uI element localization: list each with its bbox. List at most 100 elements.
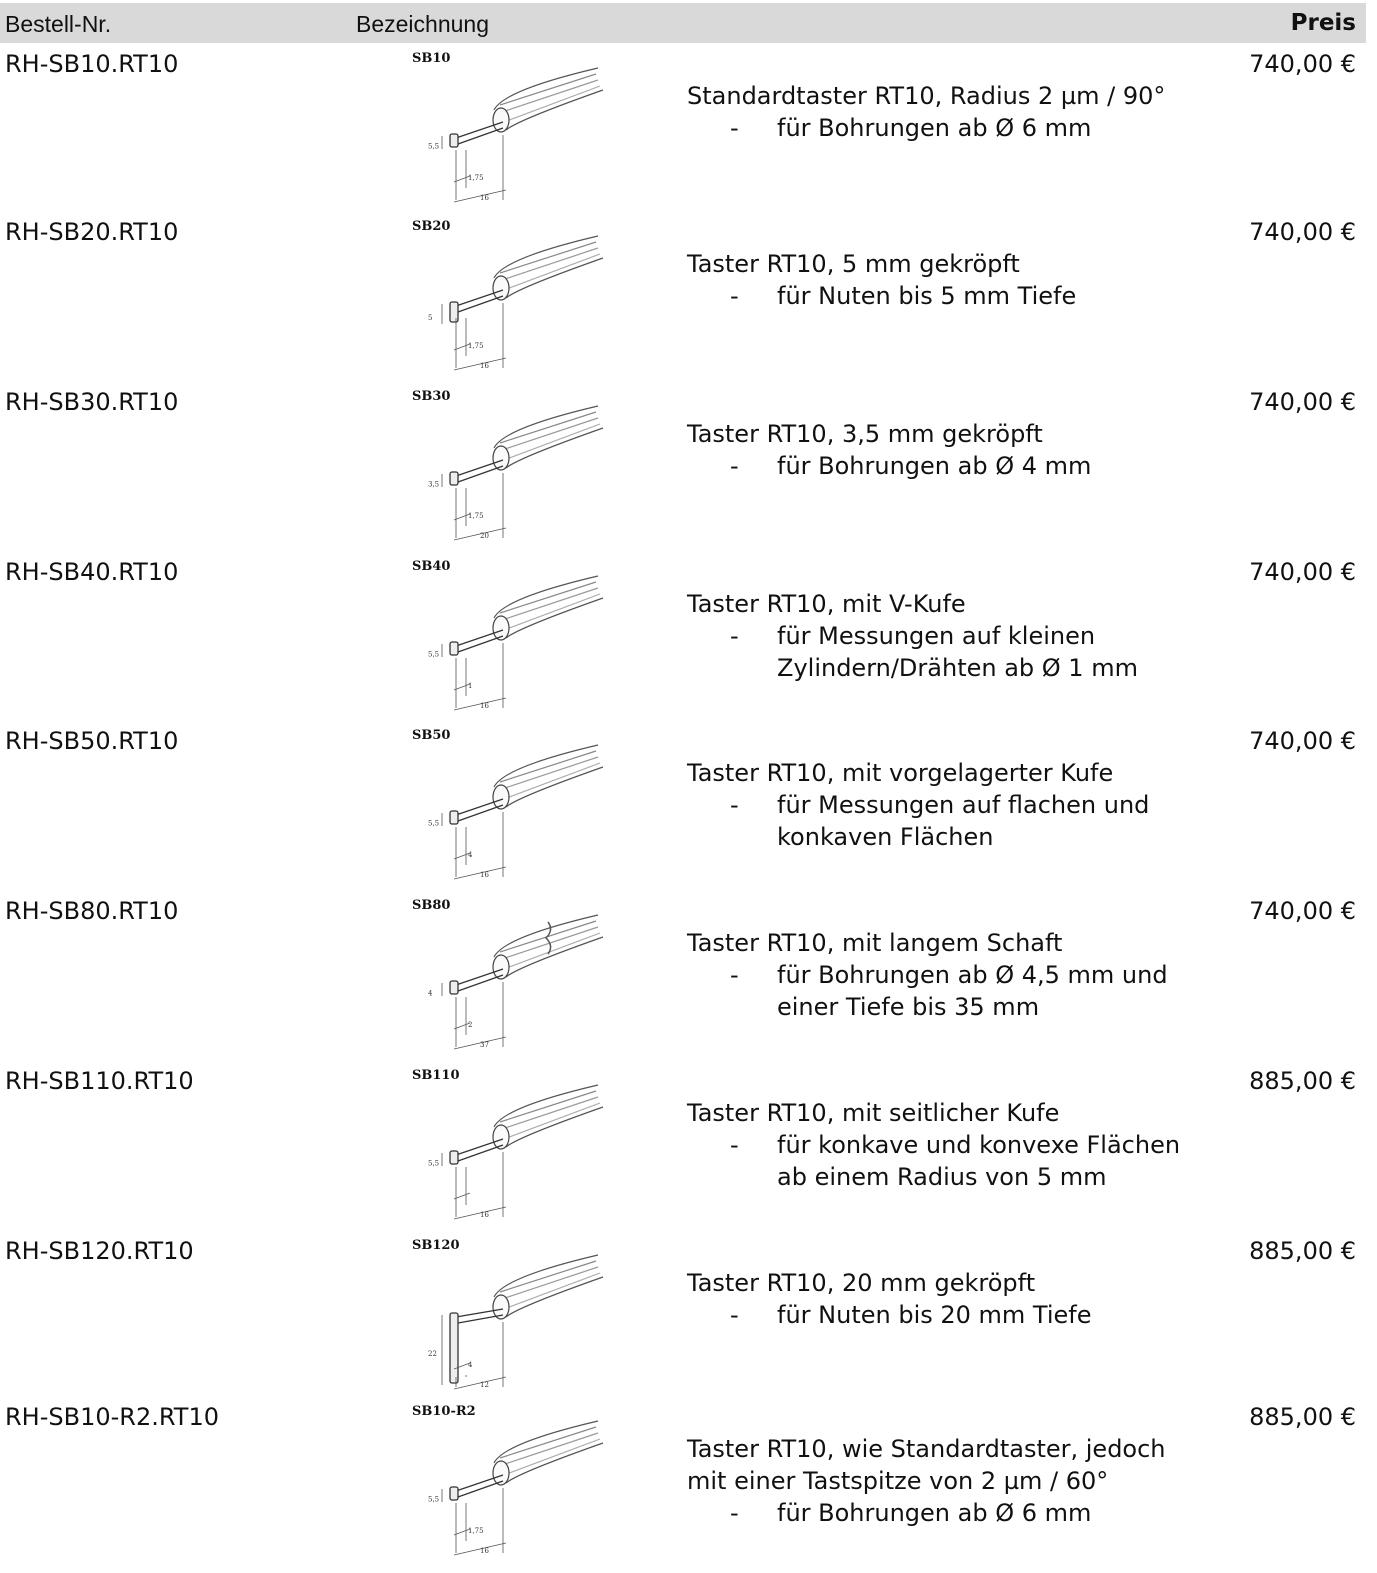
- price: 740,00 €: [1249, 218, 1356, 246]
- description-line: mit einer Tastspitze von 2 µm / 60°: [687, 1467, 1109, 1495]
- dimension-label: 16: [480, 194, 489, 202]
- stylus-drawing: SB20 5 1,75 16: [412, 219, 604, 371]
- bullet-text: für Messungen auf flachen und: [777, 791, 1150, 819]
- order-number: RH-SB20.RT10: [5, 218, 179, 246]
- dimension-label: 16: [480, 1547, 489, 1555]
- dimension-label: 4: [468, 851, 473, 859]
- description-line: Taster RT10, 20 mm gekröpft: [687, 1269, 1036, 1297]
- description-bullet: - für Messungen auf kleinen: [687, 620, 1138, 652]
- price: 885,00 €: [1249, 1403, 1356, 1431]
- product-description: Taster RT10, 5 mm gekröpft - für Nuten bis…: [687, 248, 1076, 312]
- dimension-label: 2: [468, 1021, 472, 1029]
- dash-icon: -: [730, 1131, 739, 1159]
- dash-icon: -: [730, 282, 739, 310]
- description-bullet: - für Messungen auf flachen und: [687, 789, 1149, 821]
- dimension-label: 5,5: [428, 1160, 439, 1168]
- product-description: Taster RT10, 20 mm gekröpft - für Nuten bi…: [687, 1267, 1092, 1331]
- stylus-drawing: SB80 4 2 37: [412, 898, 604, 1050]
- bullet-text: ab einem Radius von 5 mm: [777, 1163, 1107, 1191]
- header-order-number: Bestell-Nr.: [5, 11, 112, 37]
- description-line: Taster RT10, mit V-Kufe: [687, 590, 966, 618]
- order-number: RH-SB80.RT10: [5, 897, 179, 925]
- dimension-label: 3,5: [428, 481, 439, 489]
- bullet-text: für Nuten bis 5 mm Tiefe: [777, 282, 1077, 310]
- description-line: Taster RT10, 3,5 mm gekröpft: [687, 420, 1043, 448]
- price: 885,00 €: [1249, 1067, 1356, 1095]
- dimension-label: 1,75: [468, 512, 484, 520]
- dash-icon: -: [730, 622, 739, 650]
- drawing-label: SB10-R2: [412, 1404, 476, 1419]
- drawing-label: SB20: [412, 219, 450, 234]
- dimension-label: 16: [480, 871, 489, 879]
- description-line: Taster RT10, 5 mm gekröpft: [687, 250, 1020, 278]
- dimension-label: 4: [428, 990, 433, 998]
- price: 885,00 €: [1249, 1237, 1356, 1265]
- drawing-label: SB110: [412, 1068, 460, 1083]
- bullet-text: für Bohrungen ab Ø 4 mm: [777, 452, 1092, 480]
- drawing-label: SB10: [412, 51, 450, 66]
- dimension-label: 20: [480, 532, 489, 540]
- description-bullet: - für Nuten bis 5 mm Tiefe: [687, 280, 1076, 312]
- price: 740,00 €: [1249, 727, 1356, 755]
- drawing-label: SB50: [412, 728, 450, 743]
- description-bullet: Zylindern/Drähten ab Ø 1 mm: [687, 652, 1138, 684]
- dimension-label: 16: [480, 1211, 489, 1219]
- drawing-label: SB80: [412, 898, 450, 913]
- dimension-label: 1,75: [468, 174, 484, 182]
- drawing-label: SB40: [412, 559, 450, 574]
- drawing-label: SB30: [412, 389, 450, 404]
- description-bullet: - für konkave und konvexe Flächen: [687, 1129, 1180, 1161]
- bullet-text: einer Tiefe bis 35 mm: [777, 993, 1040, 1021]
- stylus-drawing: SB50 5,5 4 16: [412, 728, 604, 880]
- bullet-text: für Nuten bis 20 mm Tiefe: [777, 1301, 1092, 1329]
- dimension-label: 5,5: [428, 651, 439, 659]
- price: 740,00 €: [1249, 558, 1356, 586]
- dash-icon: -: [730, 114, 739, 142]
- dimension-label: 37: [480, 1041, 489, 1049]
- bullet-text: konkaven Flächen: [777, 823, 994, 851]
- order-number: RH-SB50.RT10: [5, 727, 179, 755]
- dimension-label: 1,75: [468, 342, 484, 350]
- dimension-label: 5: [428, 314, 432, 322]
- order-number: RH-SB120.RT10: [5, 1237, 194, 1265]
- description-bullet: konkaven Flächen: [687, 821, 1149, 853]
- stylus-drawing: SB120 22 4 12: [412, 1238, 604, 1390]
- description-line: Taster RT10, mit vorgelagerter Kufe: [687, 759, 1114, 787]
- dimension-label: 5,5: [428, 1496, 439, 1504]
- product-description: Standardtaster RT10, Radius 2 µm / 90° - f…: [687, 80, 1165, 144]
- dimension-label: 16: [480, 362, 489, 370]
- order-number: RH-SB110.RT10: [5, 1067, 194, 1095]
- dimension-label: 1,75: [468, 1527, 484, 1535]
- price: 740,00 €: [1249, 50, 1356, 78]
- description-bullet: - für Bohrungen ab Ø 4,5 mm und: [687, 959, 1168, 991]
- description-line: Standardtaster RT10, Radius 2 µm / 90°: [687, 82, 1166, 110]
- table-header: Bestell-Nr. Bezeichnung Preis: [0, 3, 1366, 43]
- description-line: Taster RT10, mit seitlicher Kufe: [687, 1099, 1060, 1127]
- product-description: Taster RT10, mit langem Schaft - für Bohru…: [687, 927, 1168, 1023]
- drawing-label: SB120: [412, 1238, 460, 1253]
- order-number: RH-SB40.RT10: [5, 558, 179, 586]
- description-bullet: - für Bohrungen ab Ø 6 mm: [687, 1497, 1166, 1529]
- bullet-text: für Bohrungen ab Ø 6 mm: [777, 1499, 1092, 1527]
- dimension-label: 5,5: [428, 143, 439, 151]
- header-description: Bezeichnung: [356, 11, 489, 37]
- order-number: RH-SB10.RT10: [5, 50, 179, 78]
- bullet-text: für Bohrungen ab Ø 4,5 mm und: [777, 961, 1168, 989]
- stylus-drawing: SB10-R2 5,5 1,75 16: [412, 1404, 604, 1556]
- description-bullet: - für Bohrungen ab Ø 6 mm: [687, 112, 1165, 144]
- price: 740,00 €: [1249, 388, 1356, 416]
- bullet-text: für konkave und konvexe Flächen: [777, 1131, 1181, 1159]
- dash-icon: -: [730, 961, 739, 989]
- stylus-drawing: SB40 5,5 1 16: [412, 559, 604, 711]
- description-line: Taster RT10, mit langem Schaft: [687, 929, 1063, 957]
- dash-icon: -: [730, 452, 739, 480]
- stylus-drawing: SB10 5,5 1,75 16: [412, 51, 604, 203]
- bullet-text: für Messungen auf kleinen: [777, 622, 1096, 650]
- product-description: Taster RT10, 3,5 mm gekröpft - für Bohrung…: [687, 418, 1091, 482]
- product-description: Taster RT10, mit vorgelagerter Kufe - für …: [687, 757, 1149, 853]
- order-number: RH-SB30.RT10: [5, 388, 179, 416]
- dimension-label: 12: [480, 1381, 489, 1389]
- dash-icon: -: [730, 1301, 739, 1329]
- order-number: RH-SB10-R2.RT10: [5, 1403, 219, 1431]
- stylus-drawing: SB30 3,5 1,75 20: [412, 389, 604, 541]
